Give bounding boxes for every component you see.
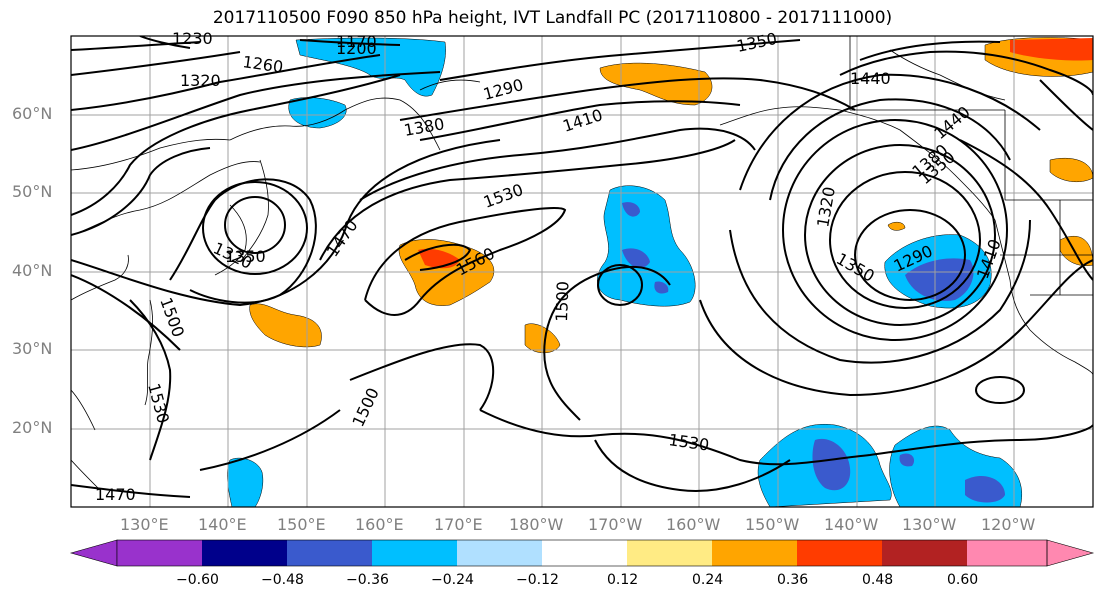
colorbar-swatch bbox=[287, 540, 372, 566]
lat-label: 40°N bbox=[12, 261, 53, 280]
contour-label: 1230 bbox=[172, 29, 213, 48]
lon-label: 170°E bbox=[434, 515, 483, 534]
lon-label: 130°E bbox=[120, 515, 169, 534]
contour-label: 1440 bbox=[930, 102, 973, 143]
map-title: 2017110500 F090 850 hPa height, IVT Land… bbox=[212, 8, 893, 28]
contour-label: 1350 bbox=[225, 247, 266, 266]
contour-label: 1410 bbox=[560, 105, 605, 136]
colorbar-tick: −0.24 bbox=[431, 572, 474, 588]
lon-label: 130°W bbox=[902, 515, 957, 534]
colorbar-tick: −0.12 bbox=[516, 572, 559, 588]
contour-label: 1500 bbox=[552, 281, 572, 322]
height-contours bbox=[71, 36, 1093, 498]
lat-label: 50°N bbox=[12, 182, 53, 201]
colorbar-swatch bbox=[372, 540, 457, 566]
contour-label: 1530 bbox=[667, 430, 710, 454]
colorbar-swatch bbox=[542, 540, 627, 566]
lon-label: 180°W bbox=[509, 515, 564, 534]
colorbar-tick: −0.36 bbox=[346, 572, 389, 588]
colorbar-tick: −0.60 bbox=[176, 572, 219, 588]
colorbar-swatch bbox=[712, 540, 797, 566]
contour-label: 1260 bbox=[241, 52, 284, 76]
colorbar-swatch bbox=[457, 540, 542, 566]
colorbar-tick: 0.60 bbox=[947, 572, 979, 588]
colorbar-tick: 0.36 bbox=[777, 572, 809, 588]
coastlines bbox=[71, 36, 1093, 491]
colorbar-swatch bbox=[882, 540, 967, 566]
ivt-shading bbox=[227, 37, 1093, 507]
lat-label: 60°N bbox=[12, 104, 53, 123]
colorbar-swatch bbox=[627, 540, 712, 566]
colorbar-swatch bbox=[967, 540, 1047, 566]
contour-label: 1470 bbox=[323, 216, 362, 260]
lat-label: 20°N bbox=[12, 418, 53, 437]
contour-label: 1470 bbox=[95, 485, 136, 504]
map-frame bbox=[70, 35, 1094, 508]
colorbar-swatch bbox=[117, 540, 202, 566]
colorbar-tick: 0.48 bbox=[862, 572, 894, 588]
lon-label: 150°E bbox=[277, 515, 326, 534]
lon-label: 150°W bbox=[745, 515, 800, 534]
colorbar-extend-high bbox=[1046, 539, 1095, 567]
lon-label: 140°W bbox=[824, 515, 879, 534]
colorbar-tick: 0.12 bbox=[607, 572, 639, 588]
lat-label: 30°N bbox=[12, 339, 53, 358]
contour-label: 1290 bbox=[481, 75, 525, 104]
lon-label: 160°W bbox=[666, 515, 721, 534]
colorbar-swatch bbox=[797, 540, 882, 566]
contour-label: 1410 bbox=[973, 237, 1005, 282]
lon-label: 140°E bbox=[198, 515, 247, 534]
colorbar-extend-low bbox=[69, 539, 118, 567]
lon-label: 160°E bbox=[355, 515, 404, 534]
contour-label: 1500 bbox=[348, 385, 382, 430]
contour-label: 1350 bbox=[735, 29, 779, 56]
colorbar-tick: −0.48 bbox=[261, 572, 304, 588]
colorbar-tick: 0.24 bbox=[692, 572, 724, 588]
colorbar-swatch bbox=[202, 540, 287, 566]
lon-label: 170°W bbox=[588, 515, 643, 534]
lon-label: 120°W bbox=[981, 515, 1036, 534]
contour-label: 1170 bbox=[336, 32, 377, 51]
colorbar bbox=[69, 539, 1095, 567]
contour-label: 1200 bbox=[336, 39, 377, 58]
contour-label: 1320 bbox=[180, 71, 221, 90]
contour-label: 1440 bbox=[850, 69, 891, 88]
contour-label: 1530 bbox=[481, 180, 526, 212]
